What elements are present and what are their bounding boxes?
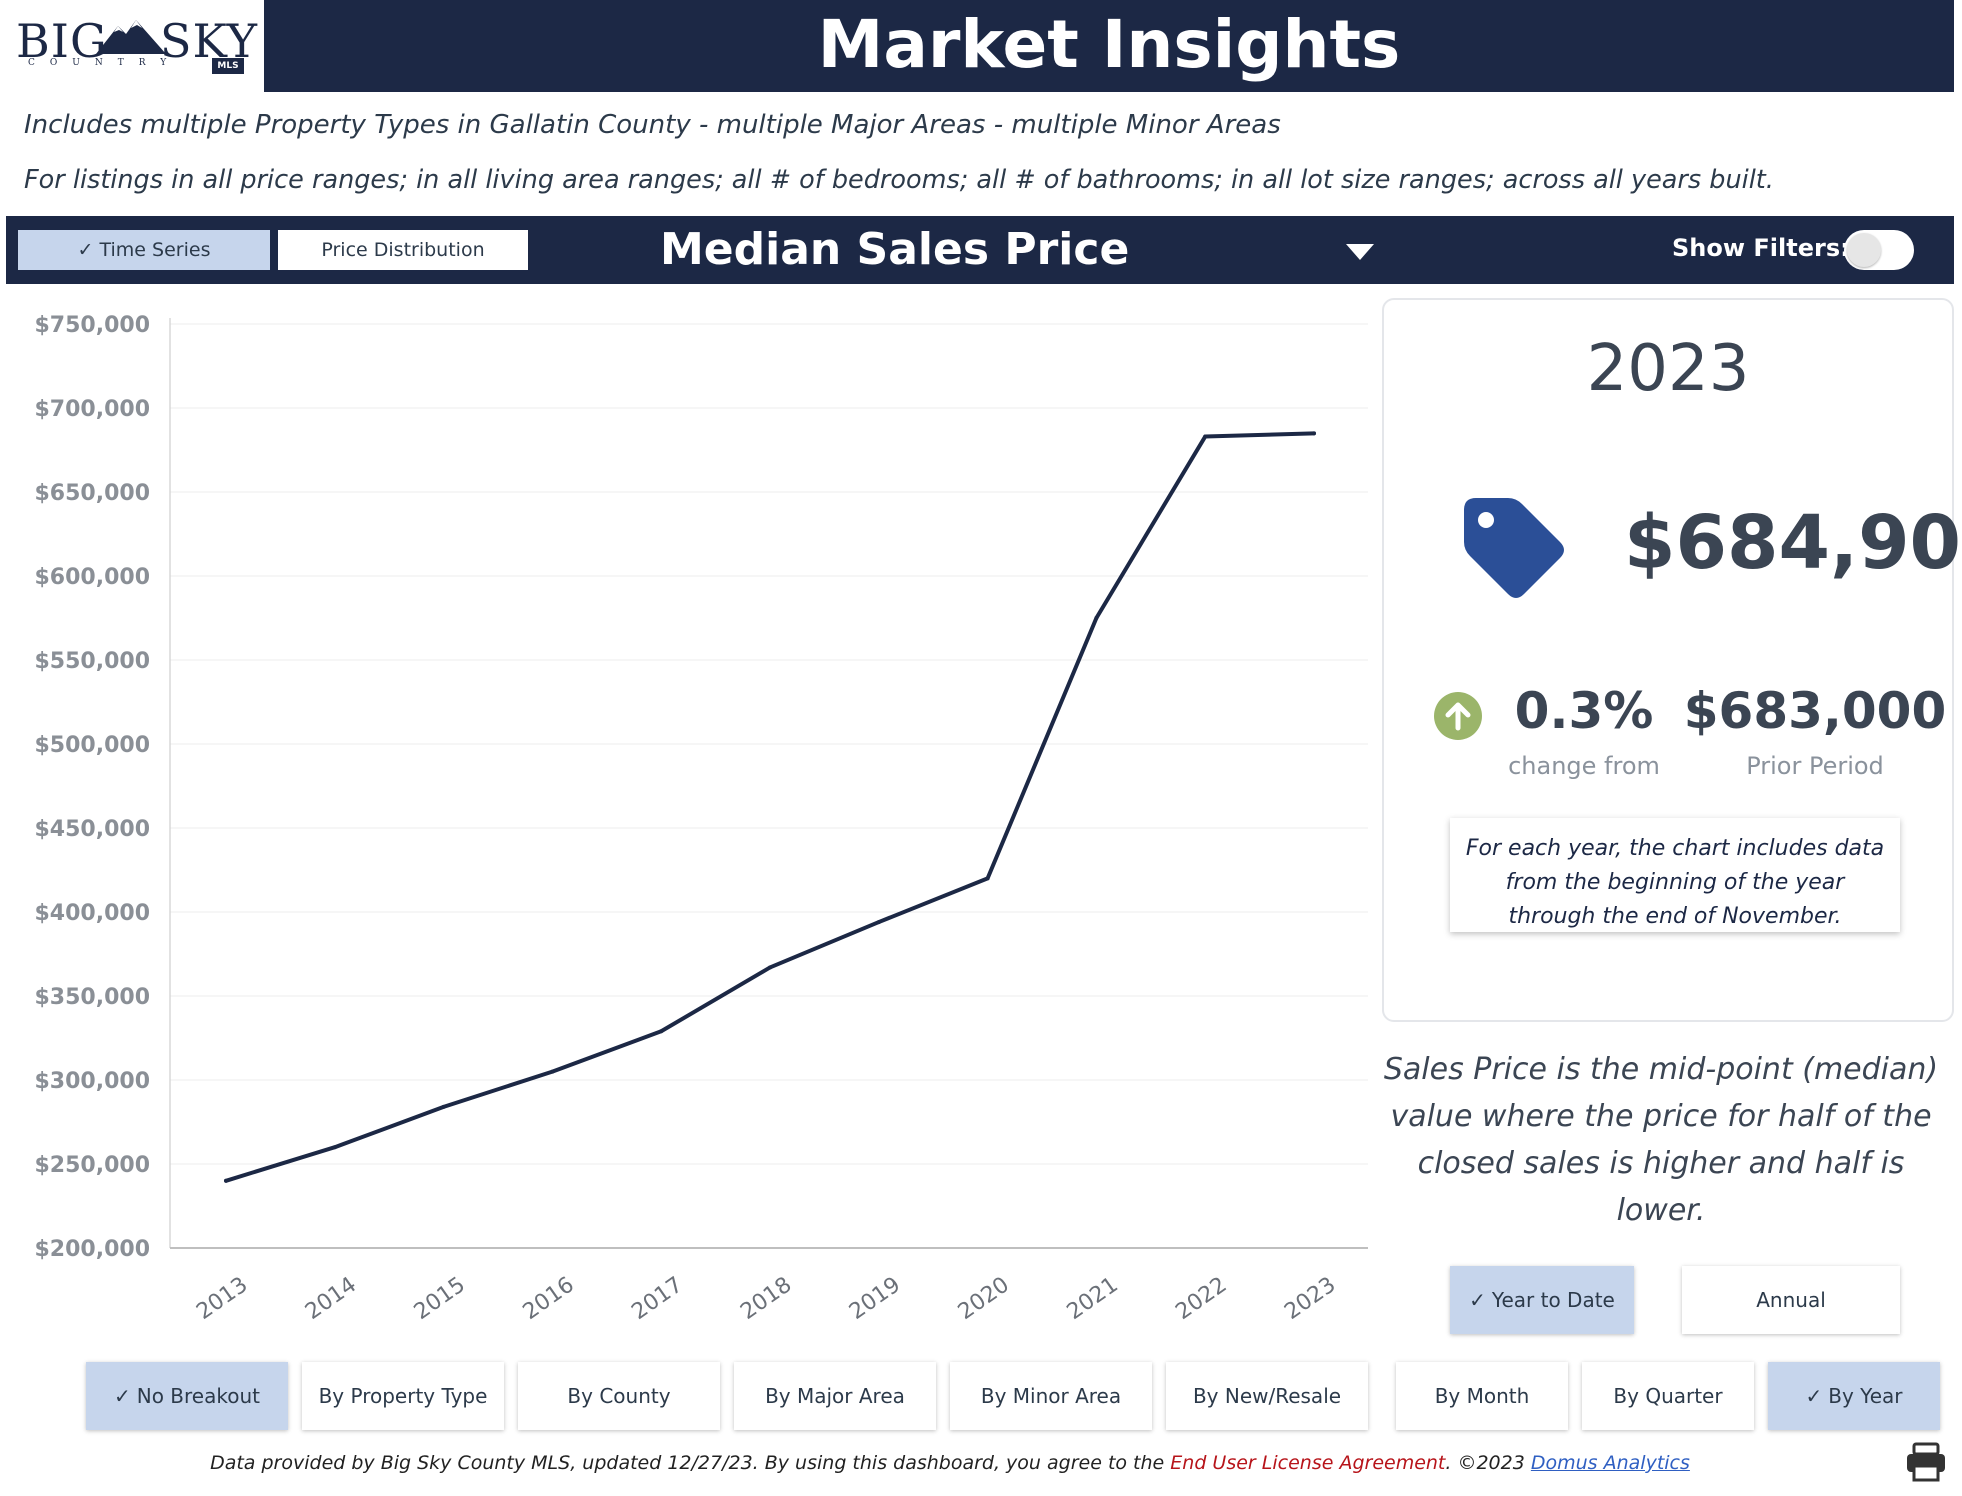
y-tick-label: $300,000 [34, 1069, 150, 1094]
annual-label: Annual [1756, 1288, 1826, 1312]
breakout-label: By New/Resale [1192, 1384, 1342, 1408]
footer-copyright: . ©2023 [1445, 1452, 1531, 1474]
breakout-button[interactable]: By Major Area [734, 1362, 936, 1430]
breakout-button[interactable]: By New/Resale [1166, 1362, 1368, 1430]
interval-label: By Year [1828, 1384, 1903, 1408]
data-point [550, 1069, 555, 1074]
interval-label: By Quarter [1613, 1384, 1723, 1408]
footer-text: Data provided by Big Sky County MLS, upd… [210, 1452, 1171, 1474]
y-tick-label: $200,000 [34, 1237, 150, 1262]
interval-button[interactable]: By Quarter [1582, 1362, 1754, 1430]
print-icon[interactable] [1904, 1440, 1948, 1484]
interval-label: By Month [1434, 1384, 1530, 1408]
breakout-label: By Property Type [318, 1384, 488, 1408]
filter-summary-line-2: For listings in all price ranges; in all… [24, 165, 1774, 195]
breakout-label: By Minor Area [980, 1384, 1122, 1408]
page-title: Market Insights [817, 6, 1401, 83]
domus-analytics-link[interactable]: Domus Analytics [1530, 1452, 1690, 1474]
x-tick-label: 2021 [1063, 1272, 1123, 1325]
header-bar: Market Insights [264, 0, 1954, 92]
y-tick-label: $350,000 [34, 985, 150, 1010]
interval-button[interactable]: ✓ By Year [1768, 1362, 1940, 1430]
year-to-date-button[interactable]: ✓ Year to Date [1450, 1266, 1634, 1334]
filter-summary-line-1: Includes multiple Property Types in Gall… [24, 110, 1281, 140]
data-point [1094, 616, 1099, 620]
x-tick-label: 2017 [627, 1272, 687, 1325]
x-tick-label: 2023 [1280, 1272, 1340, 1325]
check-icon: ✓ [113, 1384, 131, 1408]
kpi-change-percent: 0.3% [1514, 682, 1654, 740]
price-distribution-button[interactable]: Price Distribution [278, 230, 528, 270]
kpi-change-label: change from [1508, 752, 1660, 780]
breakout-button[interactable]: By Minor Area [950, 1362, 1152, 1430]
caret-down-icon [1346, 244, 1374, 260]
measure-dropdown-label: Median Sales Price [660, 224, 1130, 275]
logo: BIG SKY COUNTRY MLS [0, 0, 264, 92]
y-tick-label: $450,000 [34, 817, 150, 842]
show-filters-label: Show Filters: [1672, 234, 1850, 262]
kpi-prior-label: Prior Period [1746, 752, 1884, 780]
toolbar: ✓ Time Series Price Distribution Median … [6, 216, 1954, 284]
arrow-up-circle-icon [1434, 692, 1482, 740]
x-tick-label: 2016 [519, 1272, 579, 1325]
interval-button[interactable]: By Month [1396, 1362, 1568, 1430]
x-tick-label: 2019 [845, 1272, 905, 1325]
y-tick-label: $550,000 [34, 649, 150, 674]
data-point [1312, 431, 1316, 436]
y-tick-label: $400,000 [34, 901, 150, 926]
x-tick-label: 2022 [1171, 1272, 1231, 1325]
kpi-value: $684,900 [1624, 500, 1962, 586]
y-tick-label: $650,000 [34, 481, 150, 506]
x-tick-label: 2018 [736, 1272, 796, 1325]
y-tick-label: $500,000 [34, 733, 150, 758]
check-icon: ✓ [1805, 1384, 1823, 1408]
data-point [659, 1029, 664, 1034]
data-point [332, 1145, 337, 1150]
measure-dropdown[interactable]: Median Sales Price [640, 216, 1380, 284]
kpi-prior-value: $683,000 [1683, 682, 1947, 740]
x-tick-label: 2013 [192, 1272, 252, 1325]
series-line [224, 431, 1316, 1183]
kpi-note: For each year, the chart includes data f… [1450, 818, 1900, 932]
breakout-button[interactable]: By Property Type [302, 1362, 504, 1430]
data-point [1203, 434, 1208, 439]
breakout-button[interactable]: By County [518, 1362, 720, 1430]
footer: Data provided by Big Sky County MLS, upd… [0, 1452, 1900, 1474]
data-point [985, 876, 990, 881]
eula-link[interactable]: End User License Agreement [1170, 1452, 1446, 1474]
kpi-card: 2023 $684,900 0.3% change from $683,000 … [1382, 298, 1962, 1022]
toggle-knob [1847, 233, 1881, 267]
y-tick-label: $700,000 [34, 397, 150, 422]
y-tick-label: $600,000 [34, 565, 150, 590]
price-tag-icon [1464, 498, 1564, 598]
x-tick-label: 2014 [301, 1272, 361, 1325]
x-tick-label: 2015 [410, 1272, 470, 1325]
breakout-button[interactable]: ✓ No Breakout [86, 1362, 288, 1430]
annual-button[interactable]: Annual [1682, 1266, 1900, 1334]
metric-definition: Sales Price is the mid-point (median) va… [1383, 1052, 1939, 1228]
mountain-icon [96, 20, 166, 54]
y-tick-label: $250,000 [34, 1153, 150, 1178]
breakout-label: By Major Area [765, 1384, 905, 1408]
logo-badge: MLS [212, 58, 244, 74]
breakout-label: No Breakout [136, 1384, 260, 1408]
check-icon: ✓ [1469, 1288, 1486, 1312]
logo-subtitle: COUNTRY [28, 58, 182, 68]
x-tick-label: 2020 [954, 1272, 1014, 1325]
price-distribution-label: Price Distribution [321, 239, 485, 261]
data-point [876, 920, 881, 925]
show-filters-toggle[interactable] [1844, 230, 1914, 270]
median-sales-price-chart: $200,000 $250,000 $300,000 $350,000 $400,000… [34, 313, 1368, 1325]
time-series-button[interactable]: ✓ Time Series [18, 230, 270, 270]
year-to-date-label: Year to Date [1491, 1288, 1615, 1312]
breakout-label: By County [567, 1384, 671, 1408]
time-series-label: Time Series [99, 239, 211, 261]
kpi-year: 2023 [1586, 332, 1750, 406]
y-tick-label: $750,000 [34, 313, 150, 338]
data-point [224, 1178, 228, 1183]
check-icon: ✓ [77, 239, 100, 261]
data-point [768, 965, 772, 970]
logo-word-left: BIG [16, 14, 108, 68]
data-point [441, 1104, 446, 1109]
